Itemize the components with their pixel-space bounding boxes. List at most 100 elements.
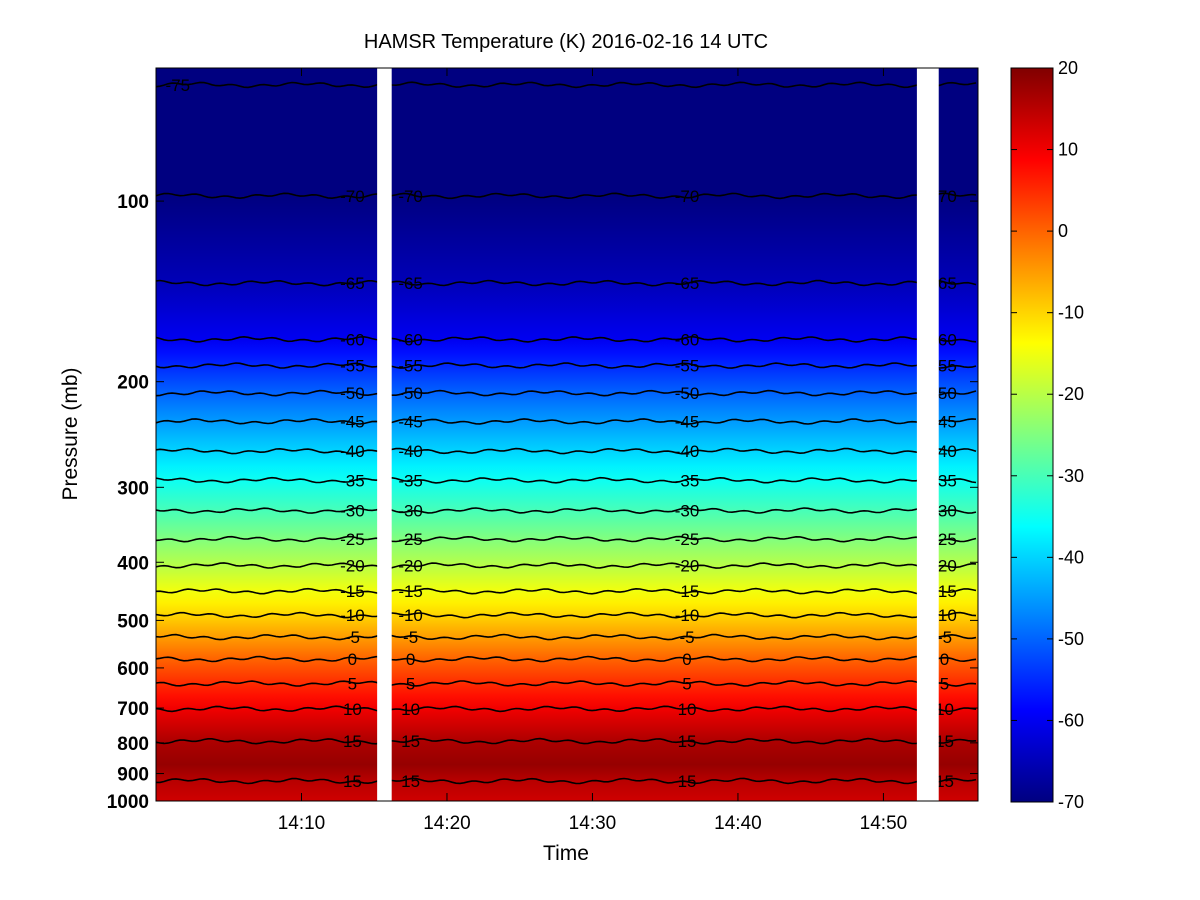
contour-label: -65 [340, 274, 365, 293]
contour-label: -65 [675, 274, 700, 293]
contour-line [156, 192, 977, 200]
contour-label: 15 [678, 772, 697, 791]
contour-label: 5 [940, 675, 949, 694]
contour-label: -5 [937, 628, 952, 647]
contour-label: -10 [398, 606, 423, 625]
contour-label: -40 [340, 442, 365, 461]
contour-label: -70 [340, 187, 365, 206]
contour-line [156, 81, 977, 89]
contour-line [156, 507, 977, 515]
contour-line [156, 777, 977, 785]
colorbar-tick-label: 10 [1058, 140, 1078, 160]
contour-label: 10 [935, 700, 954, 719]
contour-label: 0 [348, 650, 357, 669]
contour-label: 10 [678, 700, 697, 719]
x-tick-label: 14:10 [278, 813, 326, 834]
colorbar-tick-label: -70 [1058, 792, 1084, 812]
colorbar-tick-label: 20 [1058, 58, 1078, 78]
contour-label: 15 [935, 772, 954, 791]
contour-label: 5 [406, 675, 415, 694]
data-gaps [377, 68, 939, 801]
contour-label: -15 [398, 582, 423, 601]
y-tick-label: 100 [117, 192, 149, 213]
contour-label: -15 [675, 582, 700, 601]
contour-label: -70 [675, 187, 700, 206]
contour-line [156, 476, 977, 484]
contour-label: 5 [682, 675, 691, 694]
contour-line [156, 279, 977, 287]
y-axis-label: Pressure (mb) [59, 367, 82, 500]
contour-label: -20 [675, 557, 700, 576]
contour-label: -5 [679, 628, 694, 647]
contour-label: -65 [398, 274, 423, 293]
contour-label: -15 [340, 582, 365, 601]
contour-line [156, 418, 977, 425]
contour-label: -30 [675, 502, 700, 521]
contour-label: 5 [348, 675, 357, 694]
contour-line [156, 535, 977, 543]
x-tick-label: 14:20 [423, 813, 471, 834]
contour-line [156, 611, 977, 619]
y-tick-label: 700 [117, 699, 149, 720]
colorbar-tick-label: -20 [1058, 384, 1084, 404]
contour-label: -45 [675, 412, 700, 431]
colorbar-ticks: 20 10 0 -10 -20 -30 -40 -50 -60 -70 [1011, 58, 1084, 812]
chart-title: HAMSR Temperature (K) 2016-02-16 14 UTC [364, 31, 768, 53]
contour-label: -10 [675, 606, 700, 625]
y-tick-label: 400 [117, 553, 149, 574]
contour-label: -5 [345, 628, 360, 647]
contour-line [156, 633, 977, 641]
contour-line [156, 335, 977, 343]
colorbar-tick-label: 0 [1058, 221, 1068, 241]
contour-line [156, 362, 977, 369]
y-tick-label: 200 [117, 373, 149, 394]
contour-label: -20 [340, 557, 365, 576]
contour-line [156, 705, 977, 713]
contour-line [156, 389, 977, 397]
colorbar-tick-label: -50 [1058, 629, 1084, 649]
contour-lines: -75-70 -70 -70 -70-65 -65 -65 -65-60 -60 -60 -60-… [156, 76, 977, 791]
data-gap [377, 68, 392, 801]
x-tick-label: 14:30 [569, 813, 617, 834]
temperature-field [156, 68, 978, 801]
contour-label: 10 [343, 700, 362, 719]
contour-label: -20 [398, 557, 423, 576]
x-tick-label: 14:50 [860, 813, 908, 834]
contour-label: 0 [406, 650, 415, 669]
y-tick-label: 500 [117, 611, 149, 632]
x-tick-label: 14:40 [714, 813, 762, 834]
y-tick-label: 800 [117, 734, 149, 755]
colorbar-scale [1010, 67, 1054, 803]
y-tick-label: 900 [117, 765, 149, 786]
data-gap [916, 68, 939, 801]
contour-label: -40 [675, 442, 700, 461]
contour-line [156, 447, 977, 455]
contour-line [156, 680, 977, 687]
contour-label: -25 [398, 530, 423, 549]
plot-area: -75-70 -70 -70 -70-65 -65 -65 -65-60 -60 -60 -60-… [156, 68, 978, 801]
colorbar: 20 10 0 -10 -20 -30 -40 -50 -60 -70 [1010, 58, 1084, 812]
contour-label: 15 [935, 732, 954, 751]
contour-line [156, 737, 977, 745]
contour-label: -50 [340, 384, 365, 403]
colorbar-tick-label: -60 [1058, 710, 1084, 730]
contour-label: 10 [401, 700, 420, 719]
contour-label: -30 [398, 502, 423, 521]
contour-label: 0 [940, 650, 949, 669]
contour-line [156, 587, 977, 595]
contour-label: -35 [398, 471, 423, 490]
contour-label: 0 [682, 650, 691, 669]
contour-label: -50 [675, 384, 700, 403]
contour-label: 15 [401, 772, 420, 791]
contour-label: -45 [340, 412, 365, 431]
contour-label: -5 [403, 628, 418, 647]
contour-label: -75 [166, 76, 191, 95]
contour-label: -70 [398, 187, 423, 206]
contour-label: -40 [398, 442, 423, 461]
contour-label: 15 [343, 732, 362, 751]
contour-label: -25 [675, 530, 700, 549]
x-axis: 14:10 14:20 14:30 14:40 14:50 [278, 68, 907, 834]
y-tick-label: 1000 [107, 792, 149, 813]
contour-label: -25 [340, 530, 365, 549]
